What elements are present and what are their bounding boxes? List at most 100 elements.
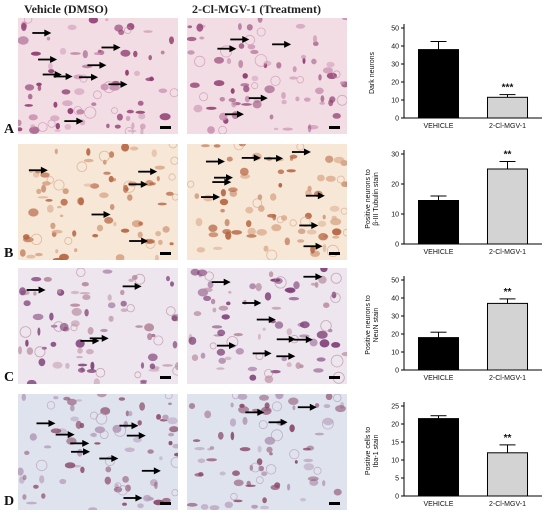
y-axis-label: Positive cells toIba-1 stain <box>365 427 380 475</box>
x-tick-label: VEHICLE <box>424 249 454 256</box>
arrow-marker-icon <box>224 110 244 118</box>
y-tick-label: 0 <box>395 494 399 501</box>
arrow-marker-icon <box>126 432 146 440</box>
arrow-marker-icon <box>305 192 325 200</box>
arrow-marker-icon <box>26 286 46 294</box>
arrow-marker-icon <box>291 148 311 156</box>
arrow-marker-icon <box>230 35 250 43</box>
arrow-marker-icon <box>268 418 288 426</box>
y-tick-label: 15 <box>391 440 399 447</box>
arrow-marker-icon <box>264 154 284 162</box>
micrograph-a-vehicle <box>18 18 178 134</box>
arrow-marker-icon <box>55 431 75 439</box>
row-label-d: D <box>4 494 15 509</box>
arrow-marker-icon <box>241 154 261 162</box>
y-tick-label: 5 <box>395 476 399 483</box>
y-tick-label: 25 <box>391 404 399 411</box>
scale-bar <box>160 376 171 379</box>
arrow-marker-icon <box>101 43 121 51</box>
arrow-marker-icon <box>276 335 296 343</box>
y-tick-label: 20 <box>391 182 399 189</box>
arrow-marker-icon <box>70 439 90 447</box>
row-label-c: C <box>4 370 15 385</box>
arrow-marker-icon <box>38 56 58 64</box>
arrow-marker-icon <box>303 273 323 281</box>
y-tick-label: 0 <box>395 242 399 249</box>
chart-iba1: Positive cells toIba-1 stain 0 5 10 15 20 25 VE… <box>360 392 550 512</box>
arrow-marker-icon <box>205 158 225 166</box>
micrograph-a-treatment <box>187 18 347 134</box>
micrograph-d-vehicle <box>18 394 178 510</box>
arrow-marker-icon <box>299 221 319 229</box>
x-tick-label: VEHICLE <box>424 123 454 130</box>
bar-2-cl-mgv-1 <box>486 452 529 497</box>
x-tick-label: 2-Cl-MGV-1 <box>489 123 526 130</box>
chart-neun: Positive neurons toNeuN stain 0 10 20 30 40 50… <box>360 266 550 386</box>
bar-vehicle <box>417 200 460 245</box>
scale-bar <box>160 126 171 129</box>
scale-bar <box>329 252 340 255</box>
micrograph-b-treatment <box>187 144 347 260</box>
scale-bar <box>329 502 340 505</box>
arrow-marker-icon <box>141 467 161 475</box>
arrow-marker-icon <box>252 349 272 357</box>
arrow-marker-icon <box>138 168 158 176</box>
bar-vehicle <box>417 49 460 119</box>
y-tick-label: 50 <box>391 278 399 285</box>
arrow-marker-icon <box>129 237 149 245</box>
arrow-marker-icon <box>272 40 292 48</box>
arrow-marker-icon <box>293 336 313 344</box>
arrow-marker-icon <box>276 352 296 360</box>
y-axis-label: Dark neurons <box>369 51 376 94</box>
bar-2-cl-mgv-1 <box>486 302 529 371</box>
arrow-marker-icon <box>128 180 148 188</box>
bar-vehicle <box>417 337 460 371</box>
row-label-a: A <box>4 122 15 137</box>
scale-bar <box>329 376 340 379</box>
y-tick-label: 30 <box>391 152 399 159</box>
arrow-marker-icon <box>32 29 52 37</box>
arrow-marker-icon <box>213 174 233 182</box>
arrow-marker-icon <box>297 403 317 411</box>
arrow-marker-icon <box>217 45 237 53</box>
x-tick-label: VEHICLE <box>424 375 454 382</box>
y-tick-label: 0 <box>395 368 399 375</box>
arrow-marker-icon <box>28 166 48 174</box>
arrow-marker-icon <box>99 455 119 463</box>
arrow-marker-icon <box>64 117 84 125</box>
y-axis-label: Positive neurons toβ-III Tubulin stain <box>365 169 380 229</box>
arrow-marker-icon <box>123 494 143 502</box>
bar-2-cl-mgv-1 <box>486 96 529 119</box>
x-tick-label: 2-Cl-MGV-1 <box>489 249 526 256</box>
y-tick-label: 40 <box>391 296 399 303</box>
arrow-marker-icon <box>256 316 276 324</box>
micrograph-c-vehicle <box>18 268 178 384</box>
y-tick-label: 20 <box>391 422 399 429</box>
arrow-marker-icon <box>248 94 268 102</box>
micrograph-b-vehicle <box>18 144 178 260</box>
y-tick-label: 10 <box>391 350 399 357</box>
y-tick-label: 20 <box>391 80 399 87</box>
arrow-marker-icon <box>71 448 91 456</box>
significance-marker: ** <box>504 287 512 298</box>
arrow-marker-icon <box>80 337 100 345</box>
arrow-marker-icon <box>122 282 142 290</box>
chart-beta-iii-tubulin: Positive neurons toβ-III Tubulin stain 0 1… <box>360 140 550 260</box>
arrow-marker-icon <box>79 73 99 81</box>
x-tick-label: 2-Cl-MGV-1 <box>489 375 526 382</box>
column-header-treatment: 2-Cl-MGV-1 (Treatment) <box>192 2 321 16</box>
arrow-marker-icon <box>303 242 323 250</box>
arrow-marker-icon <box>89 334 109 342</box>
x-tick-label: VEHICLE <box>424 501 454 508</box>
row-label-b: B <box>4 246 14 261</box>
y-tick-label: 0 <box>395 116 399 123</box>
y-tick-label: 10 <box>391 212 399 219</box>
scale-bar <box>160 252 171 255</box>
bar-2-cl-mgv-1 <box>486 168 529 245</box>
arrow-marker-icon <box>211 278 231 286</box>
y-axis-label: Positive neurons toNeuN stain <box>365 295 380 355</box>
arrow-marker-icon <box>245 408 265 416</box>
arrow-marker-icon <box>201 193 221 201</box>
arrow-marker-icon <box>91 211 111 219</box>
arrow-marker-icon <box>42 70 62 78</box>
